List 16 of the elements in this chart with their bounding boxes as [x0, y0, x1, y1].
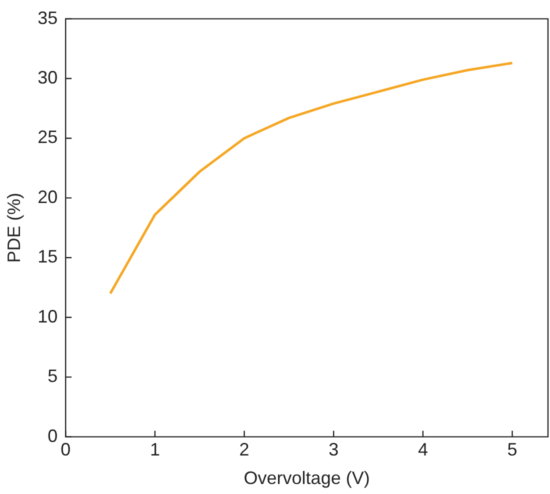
x-tick-label: 0 — [60, 440, 71, 460]
x-tick-label: 1 — [150, 440, 160, 460]
y-tick-label: 25 — [38, 127, 58, 148]
y-axis-title: PDE (%) — [4, 192, 24, 263]
y-tick-label: 0 — [48, 426, 58, 446]
x-axis-title: Overvoltage (V) — [244, 468, 370, 488]
x-tick-label: 3 — [328, 440, 339, 460]
y-tick-label: 30 — [38, 67, 58, 88]
x-tick-label: 4 — [418, 440, 428, 460]
y-tick-label: 10 — [38, 306, 58, 326]
x-tick-label: 5 — [507, 440, 518, 460]
y-tick-label: 20 — [38, 186, 58, 207]
x-tick-label: 2 — [239, 440, 250, 460]
y-tick-label: 5 — [48, 366, 58, 386]
y-tick-label: 15 — [38, 246, 58, 267]
y-tick-label: 35 — [38, 8, 58, 28]
